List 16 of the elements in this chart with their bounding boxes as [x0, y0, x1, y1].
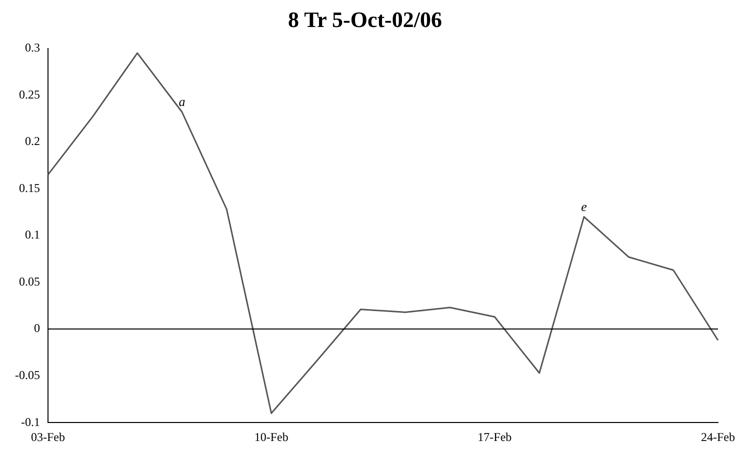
y-tick-label: 0.25: [18, 87, 40, 102]
y-tick-label: 0.05: [18, 274, 40, 288]
y-tick-label: 0.15: [18, 180, 40, 195]
y-tick-label: 0.3: [24, 40, 40, 55]
x-tick-label: 10-Feb: [254, 430, 288, 444]
y-tick-label: -0.1: [20, 414, 40, 429]
y-tick-label: 0.2: [24, 134, 40, 148]
chart-title: 8 Tr 5-Oct-02/06: [288, 6, 442, 32]
annotation: e: [581, 198, 588, 214]
y-tick-label: 0.1: [24, 228, 40, 242]
x-tick-label: 24-Feb: [701, 430, 735, 444]
y-tick-label: -0.05: [14, 368, 40, 382]
x-tick-label: 03-Feb: [30, 430, 65, 444]
annotation: a: [178, 94, 186, 110]
y-tick-label: 0: [34, 321, 40, 336]
x-tick-label: 17-Feb: [478, 430, 512, 444]
